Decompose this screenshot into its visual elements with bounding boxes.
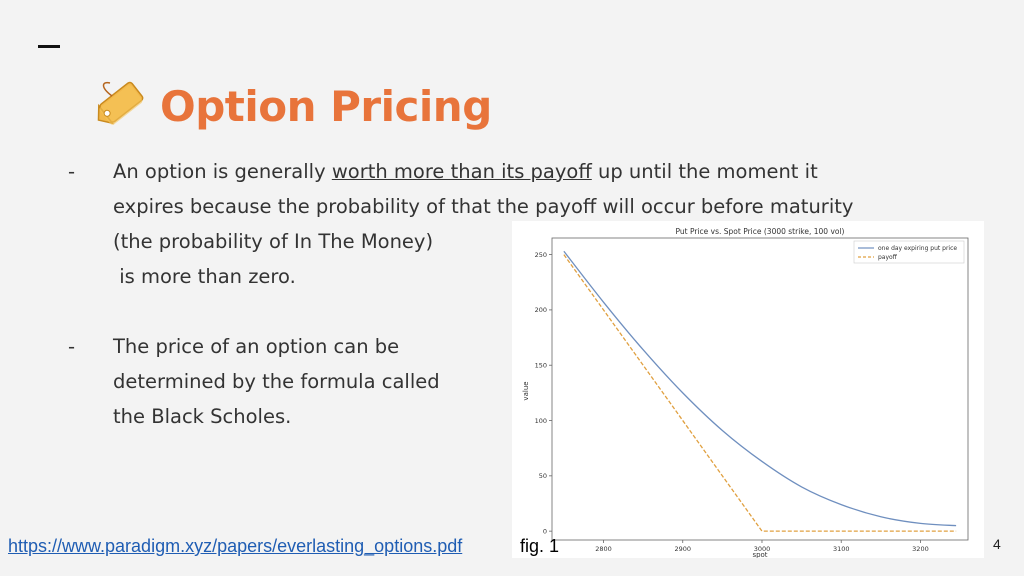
figure-label: fig. 1	[520, 536, 560, 556]
legend-label: one day expiring put price	[878, 245, 957, 252]
series-line-0	[563, 250, 957, 527]
bullet-1-line-3: (the probability of In The Money)	[113, 230, 434, 253]
x-tick-label: 2800	[595, 545, 612, 553]
bullet-1-line-2: expires because the probability of that …	[113, 195, 854, 218]
put-price-chart: Put Price vs. Spot Price (3000 strike, 1…	[512, 221, 984, 558]
bullet-2-line-3: the Black Scholes.	[113, 405, 292, 428]
axis-ticks: 2800 2900 3000 3100 3200 0 50 100 150 200 250	[535, 251, 929, 553]
bullet-2-line-2: determined by the formula called	[113, 370, 440, 393]
y-tick-label: 250	[535, 251, 547, 259]
title-row: Option Pricing	[92, 76, 492, 136]
bullet-1-line-1: An option is generally worth more than i…	[113, 154, 818, 189]
bullet-1-line-1-post: up until the moment it	[591, 160, 818, 183]
y-tick-label: 200	[535, 306, 547, 314]
chart-title: Put Price vs. Spot Price (3000 strike, 1…	[676, 227, 845, 236]
page-title: Option Pricing	[160, 81, 492, 131]
plot-frame	[551, 237, 969, 541]
page-number: 4	[993, 536, 1001, 552]
x-tick-label: 3200	[912, 545, 929, 553]
y-tick-label: 50	[539, 472, 547, 480]
y-tick-label: 150	[535, 362, 547, 370]
underlined-phrase: worth more than its payoff	[331, 160, 592, 183]
chart-svg: Put Price vs. Spot Price (3000 strike, 1…	[522, 227, 969, 558]
y-axis-label: value	[522, 381, 530, 400]
title-accent-dash	[38, 45, 60, 48]
y-tick-label: 100	[535, 417, 547, 425]
legend-frame	[853, 240, 965, 264]
x-tick-label: 3000	[754, 545, 771, 553]
x-tick-label: 2900	[674, 545, 691, 553]
y-tick-label: 0	[543, 527, 547, 535]
source-link[interactable]: https://www.paradigm.xyz/papers/everlast…	[8, 536, 463, 556]
series-lines	[563, 250, 957, 532]
series-line-1	[563, 254, 957, 532]
legend-label: payoff	[878, 254, 898, 261]
chart-legend: one day expiring put price payoff	[853, 240, 965, 264]
x-axis-label: spot	[752, 551, 767, 558]
bullet-marker: -	[68, 335, 76, 358]
price-tag-icon	[97, 81, 144, 125]
bullet-1-line-1-pre: An option is generally	[113, 160, 332, 183]
x-tick-label: 3100	[833, 545, 850, 553]
bullet-2-line-1: The price of an option can be	[113, 335, 400, 358]
bullet-marker: -	[68, 160, 76, 183]
bullet-1-line-4: is more than zero.	[113, 265, 296, 288]
